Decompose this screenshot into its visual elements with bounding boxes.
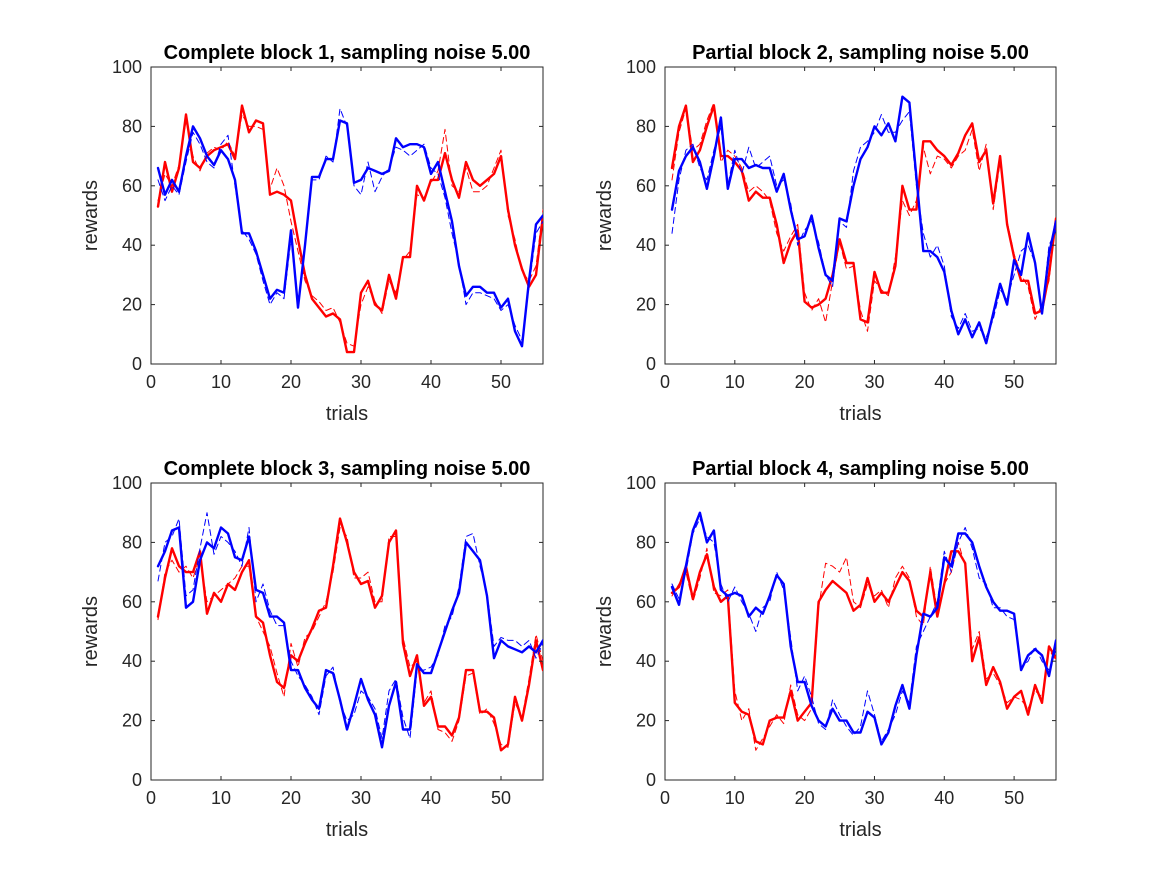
x-tick-label: 20 <box>281 788 301 808</box>
axes-frame <box>150 66 544 365</box>
series-line-red-solid <box>156 517 543 752</box>
series-line-blue-solid <box>670 511 1056 746</box>
x-tick-label: 50 <box>491 372 511 392</box>
series-line-red-solid <box>156 104 543 354</box>
x-tick-label: 0 <box>146 788 156 808</box>
y-tick-label: 20 <box>122 295 142 315</box>
y-tick-label: 100 <box>112 57 142 77</box>
x-axis-label: trials <box>326 403 368 425</box>
x-tick-label: 40 <box>934 372 954 392</box>
y-tick-label: 80 <box>122 116 142 136</box>
x-axis-label: trials <box>326 819 368 841</box>
x-tick-label: 20 <box>281 372 301 392</box>
y-tick-label: 0 <box>646 770 656 790</box>
series-line-blue-dashed <box>157 108 543 341</box>
x-tick-label: 10 <box>211 788 231 808</box>
series-line-red-solid <box>670 550 1056 746</box>
y-tick-label: 40 <box>636 651 656 671</box>
axes-frame <box>150 482 544 781</box>
y-tick-label: 0 <box>132 770 142 790</box>
subplot-4: 0 10 20 30 40 50 0 20 40 60 80 100 Partial block 4, … <box>594 458 1057 841</box>
y-tick-label: 60 <box>122 592 142 612</box>
x-tick-label: 0 <box>660 788 670 808</box>
y-tick-label: 60 <box>636 176 656 196</box>
x-tick-label: 0 <box>146 372 156 392</box>
x-tick-label: 50 <box>1004 372 1024 392</box>
chart-title: Partial block 4, sampling noise 5.00 <box>692 458 1029 480</box>
y-tick-label: 100 <box>626 57 656 77</box>
chart-title: Complete block 3, sampling noise 5.00 <box>164 458 531 480</box>
x-tick-label: 30 <box>864 372 884 392</box>
y-tick-label: 100 <box>626 473 656 493</box>
series-group <box>670 511 1056 751</box>
y-tick-label: 0 <box>646 354 656 374</box>
y-axis-label: rewards <box>80 180 102 251</box>
x-tick-label: 20 <box>795 372 815 392</box>
y-axis-label: rewards <box>594 596 616 667</box>
y-tick-label: 0 <box>132 354 142 374</box>
y-tick-label: 80 <box>636 116 656 136</box>
y-tick-label: 20 <box>122 711 142 731</box>
x-tick-label: 30 <box>351 372 371 392</box>
subplot-2: 0 10 20 30 40 50 0 20 40 60 80 100 Partial block 2, … <box>594 42 1057 425</box>
x-tick-label: 10 <box>725 372 745 392</box>
x-tick-label: 20 <box>795 788 815 808</box>
series-line-blue-dashed <box>671 111 1056 338</box>
y-tick-label: 100 <box>112 473 142 493</box>
series-group <box>670 95 1056 345</box>
x-tick-label: 10 <box>211 372 231 392</box>
y-tick-label: 40 <box>122 651 142 671</box>
x-tick-label: 40 <box>934 788 954 808</box>
axes-frame <box>664 482 1057 781</box>
x-tick-label: 30 <box>351 788 371 808</box>
y-axis-label: rewards <box>80 596 102 667</box>
series-line-red-dashed <box>671 541 1056 751</box>
subplot-1: 0 10 20 30 40 50 0 20 40 60 80 100 Complete block 1,… <box>80 42 544 425</box>
x-axis-label: trials <box>839 403 881 425</box>
subplot-3: 0 10 20 30 40 50 0 20 40 60 80 100 Complete block 3,… <box>80 458 544 841</box>
x-tick-label: 40 <box>421 788 441 808</box>
series-line-blue-solid <box>670 95 1056 345</box>
y-tick-label: 20 <box>636 711 656 731</box>
y-tick-label: 80 <box>636 532 656 552</box>
y-tick-label: 40 <box>636 235 656 255</box>
series-line-red-dashed <box>157 114 543 347</box>
x-tick-label: 50 <box>1004 788 1024 808</box>
y-tick-label: 20 <box>636 295 656 315</box>
x-tick-label: 30 <box>864 788 884 808</box>
x-tick-label: 50 <box>491 788 511 808</box>
y-axis-label: rewards <box>594 180 616 251</box>
x-axis-label: trials <box>839 819 881 841</box>
series-group <box>156 104 543 354</box>
y-tick-label: 40 <box>122 235 142 255</box>
x-tick-label: 40 <box>421 372 441 392</box>
x-tick-label: 10 <box>725 788 745 808</box>
chart-title: Complete block 1, sampling noise 5.00 <box>164 42 531 64</box>
series-line-blue-dashed <box>671 518 1056 742</box>
y-tick-label: 60 <box>636 592 656 612</box>
series-line-blue-dashed <box>157 512 543 739</box>
x-tick-label: 0 <box>660 372 670 392</box>
chart-title: Partial block 2, sampling noise 5.00 <box>692 42 1029 64</box>
series-line-red-dashed <box>157 527 543 748</box>
y-tick-label: 80 <box>122 532 142 552</box>
y-tick-label: 60 <box>122 176 142 196</box>
series-group <box>156 512 543 752</box>
